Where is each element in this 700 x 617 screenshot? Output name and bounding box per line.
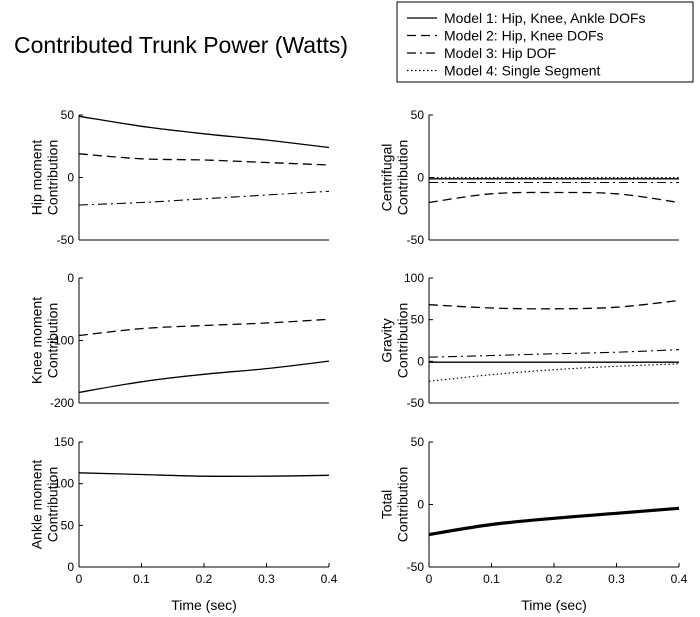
chart-panel-1: 50 0 -50 Hip momentContribution xyxy=(29,108,330,247)
chart-panel-2: 50 0 -50 CentrifugalContribution xyxy=(379,108,680,247)
x-tick-label: 0.2 xyxy=(196,572,213,586)
x-axis-label: Time (sec) xyxy=(171,597,237,613)
chart-panel-5: 150 100 50 00 0.1 0.2 0.3 0.4 Ankle momentContri… xyxy=(29,435,338,613)
y-tick-label: -100 xyxy=(50,334,74,348)
y-axis-label: TotalContribution xyxy=(379,467,411,543)
y-tick-label: 50 xyxy=(411,313,425,327)
x-tick-label: 0.2 xyxy=(546,572,563,586)
y-tick-label: -50 xyxy=(57,233,75,247)
y-tick-label: 0 xyxy=(67,560,74,574)
y-axis-label: GravityContribution xyxy=(379,303,411,379)
y-tick-label: 0 xyxy=(67,271,74,285)
y-tick-label: 50 xyxy=(61,518,75,532)
y-axis-label: Hip momentContribution xyxy=(29,140,61,216)
legend-label: Model 4: Single Segment xyxy=(444,63,601,79)
y-axis-label: Knee momentContribution xyxy=(29,297,61,384)
legend-label: Model 2: Hip, Knee DOFs xyxy=(444,28,604,44)
x-tick-label: 0 xyxy=(426,572,433,586)
chart-panel-3: 0 -100 -200 Knee momentContribution xyxy=(29,271,330,410)
y-tick-label: 50 xyxy=(61,108,75,122)
x-tick-label: 0.4 xyxy=(671,572,688,586)
y-tick-label: 50 xyxy=(411,435,425,449)
series-line-dashed xyxy=(78,318,330,337)
y-tick-label: 100 xyxy=(404,271,424,285)
legend: Model 1: Hip, Knee, Ankle DOFs Model 2: H… xyxy=(396,1,694,83)
y-tick-label: -50 xyxy=(407,396,425,410)
y-tick-label: -200 xyxy=(50,396,74,410)
x-tick-label: 0 xyxy=(76,572,83,586)
y-tick-label: -50 xyxy=(407,233,425,247)
y-tick-label: 50 xyxy=(411,108,425,122)
series-line-dashed xyxy=(78,153,330,166)
y-axis-label: CentrifugalContribution xyxy=(379,140,411,216)
legend-label: Model 3: Hip DOF xyxy=(444,45,556,61)
x-tick-label: 0.1 xyxy=(483,572,500,586)
series-line-solid xyxy=(78,472,330,477)
series-line-dashdot xyxy=(428,349,680,358)
y-tick-label: 0 xyxy=(417,354,424,368)
y-tick-label: 150 xyxy=(54,435,74,449)
x-tick-label: 0.1 xyxy=(133,572,150,586)
figure-title: Contributed Trunk Power (Watts) xyxy=(14,32,348,58)
y-tick-label: 0 xyxy=(417,171,424,185)
chart-panel-4: 100 50 0 -50 GravityContribution xyxy=(379,271,680,410)
series-line-solid xyxy=(428,506,680,537)
x-tick-label: 0.3 xyxy=(258,572,275,586)
series-line-dashdot xyxy=(78,190,330,206)
series-line-dotted xyxy=(428,363,680,382)
x-axis-label: Time (sec) xyxy=(521,597,587,613)
series-line-dashed xyxy=(428,299,680,310)
y-tick-label: -50 xyxy=(407,560,425,574)
y-axis-label: Ankle momentContribution xyxy=(29,460,61,550)
legend-box xyxy=(396,1,694,83)
series-line-solid xyxy=(78,115,330,149)
y-tick-label: 0 xyxy=(417,498,424,512)
series-line-dashed xyxy=(428,191,680,204)
legend-label: Model 1: Hip, Knee, Ankle DOFs xyxy=(444,10,646,26)
y-tick-label: 100 xyxy=(54,477,74,491)
series-line-solid xyxy=(78,360,330,394)
x-tick-label: 0.4 xyxy=(321,572,338,586)
y-tick-label: 0 xyxy=(67,171,74,185)
chart-panel-6: 500-500 0.1 0.2 0.3 0.4TotalContributionTime… xyxy=(379,435,688,613)
x-tick-label: 0.3 xyxy=(608,572,625,586)
